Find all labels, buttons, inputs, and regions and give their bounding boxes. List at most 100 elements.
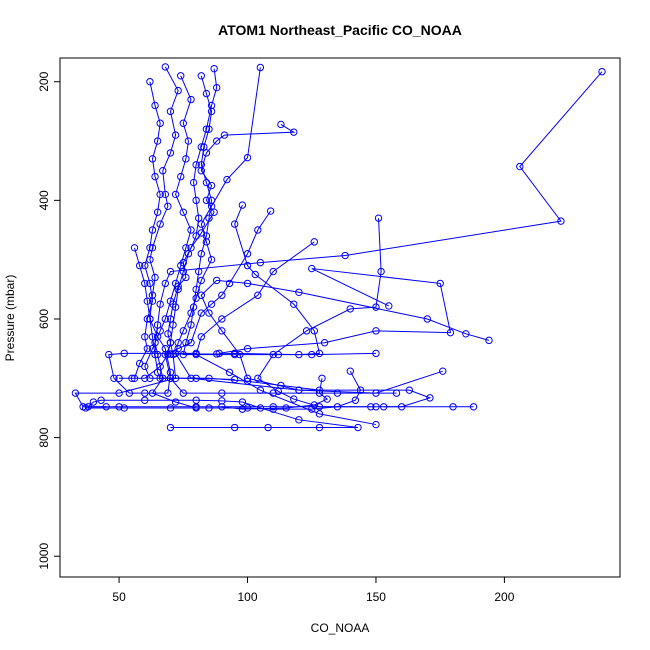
data-point [192, 196, 200, 205]
data-point [333, 403, 342, 411]
series-line [195, 241, 377, 426]
data-point [202, 125, 211, 133]
data-point [202, 89, 211, 98]
data-point [179, 267, 188, 276]
data-point [166, 339, 175, 347]
data-point [179, 119, 188, 127]
x-axis: 50 100 150 200 [112, 577, 515, 604]
data-point [146, 374, 154, 382]
data-point [187, 226, 195, 234]
data-point [277, 120, 285, 129]
data-point [254, 291, 262, 299]
data-point [269, 403, 277, 411]
data-point [197, 309, 205, 317]
data-point [192, 285, 200, 294]
data-point [151, 172, 159, 181]
data-point [315, 349, 324, 358]
data-point [212, 137, 221, 145]
data-point [151, 339, 159, 347]
data-point [310, 401, 319, 409]
data-point [243, 344, 252, 353]
data-point [189, 178, 198, 187]
data-point [290, 395, 298, 403]
data-point [356, 386, 365, 394]
data-point [135, 261, 144, 270]
y-tick-label: 1000 [37, 543, 51, 570]
data-point [141, 279, 149, 288]
data-point [105, 350, 113, 359]
data-point [207, 255, 216, 264]
data-point [166, 267, 175, 276]
data-point [141, 396, 149, 404]
data-point [243, 261, 252, 270]
x-tick-label: 50 [112, 590, 126, 604]
data-point [274, 350, 283, 359]
data-point [557, 217, 565, 225]
data-point [177, 72, 185, 80]
data-point [115, 403, 123, 411]
series-line [86, 399, 474, 429]
data-point [171, 398, 180, 406]
data-point [197, 143, 205, 151]
data-point [97, 396, 105, 404]
series-line [134, 247, 235, 380]
data-point [164, 389, 172, 397]
data-point [148, 155, 157, 163]
data-point [256, 386, 265, 394]
data-point [148, 226, 157, 234]
data-point [392, 389, 401, 397]
data-point [269, 389, 277, 397]
data-point [182, 244, 190, 252]
data-point [161, 190, 170, 199]
data-point [174, 344, 182, 353]
data-point [372, 349, 380, 358]
data-point [223, 175, 231, 184]
data-point [315, 423, 324, 432]
data-point [143, 344, 152, 353]
series-11 [84, 396, 478, 432]
data-point [164, 350, 172, 359]
series-13 [115, 64, 221, 382]
data-point [156, 327, 164, 335]
series-9 [192, 238, 380, 429]
data-point [449, 403, 457, 411]
series-line [74, 124, 296, 408]
data-point [182, 155, 190, 163]
data-point [251, 270, 259, 279]
series-line [164, 210, 397, 394]
data-point [374, 214, 383, 222]
data-point [377, 267, 385, 276]
data-point [256, 63, 265, 72]
data-point [212, 276, 221, 285]
data-point [243, 377, 252, 385]
data-point [351, 396, 360, 404]
data-point [277, 381, 285, 390]
data-point [469, 403, 478, 411]
data-point [151, 350, 159, 359]
data-point [225, 279, 234, 288]
data-point [205, 214, 213, 222]
chart-title: ATOM1 Northeast_Pacific CO_NOAA [218, 22, 462, 38]
data-point [230, 423, 239, 432]
data-point [197, 276, 205, 285]
data-point [169, 321, 177, 329]
data-point [238, 405, 247, 413]
series-17 [81, 367, 365, 413]
series-line [219, 268, 452, 354]
data-point [125, 389, 134, 397]
data-point [148, 244, 157, 252]
data-point [230, 220, 239, 228]
data-point [295, 416, 303, 424]
data-point [153, 368, 162, 377]
data-point [346, 367, 354, 375]
data-point [218, 315, 226, 323]
data-point [290, 300, 298, 308]
data-point [274, 387, 283, 396]
data-point [207, 107, 216, 116]
data-point [205, 404, 213, 412]
data-point [148, 333, 157, 341]
series-1 [148, 67, 606, 412]
data-point [210, 208, 218, 216]
series-line [200, 279, 490, 394]
data-point [174, 285, 182, 294]
